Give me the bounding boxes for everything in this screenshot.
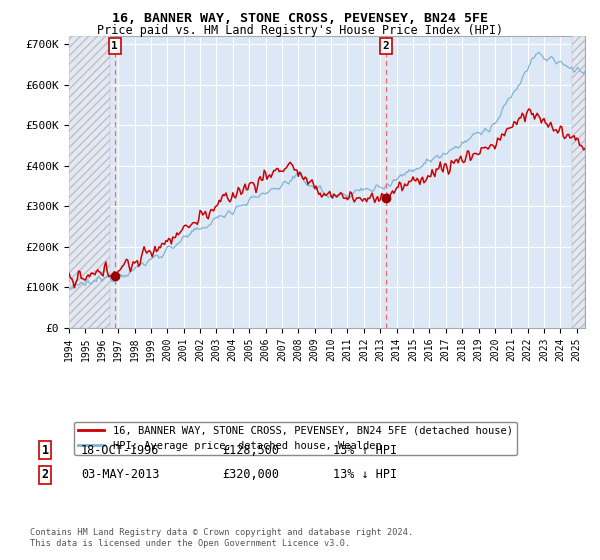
Text: 2: 2 <box>41 468 49 482</box>
Text: Price paid vs. HM Land Registry's House Price Index (HPI): Price paid vs. HM Land Registry's House … <box>97 24 503 36</box>
Text: 18-OCT-1996: 18-OCT-1996 <box>81 444 160 457</box>
Text: £320,000: £320,000 <box>222 468 279 482</box>
Bar <box>69 36 110 328</box>
Text: 1: 1 <box>112 41 118 51</box>
Text: 1: 1 <box>41 444 49 457</box>
Text: 13% ↑ HPI: 13% ↑ HPI <box>333 444 397 457</box>
Legend: 16, BANNER WAY, STONE CROSS, PEVENSEY, BN24 5FE (detached house), HPI: Average p: 16, BANNER WAY, STONE CROSS, PEVENSEY, B… <box>74 422 517 455</box>
Text: 16, BANNER WAY, STONE CROSS, PEVENSEY, BN24 5FE: 16, BANNER WAY, STONE CROSS, PEVENSEY, B… <box>112 12 488 25</box>
Bar <box>572 36 585 328</box>
Text: 13% ↓ HPI: 13% ↓ HPI <box>333 468 397 482</box>
Text: £128,500: £128,500 <box>222 444 279 457</box>
Text: 03-MAY-2013: 03-MAY-2013 <box>81 468 160 482</box>
Text: Contains HM Land Registry data © Crown copyright and database right 2024.
This d: Contains HM Land Registry data © Crown c… <box>30 528 413 548</box>
Text: 2: 2 <box>383 41 389 51</box>
